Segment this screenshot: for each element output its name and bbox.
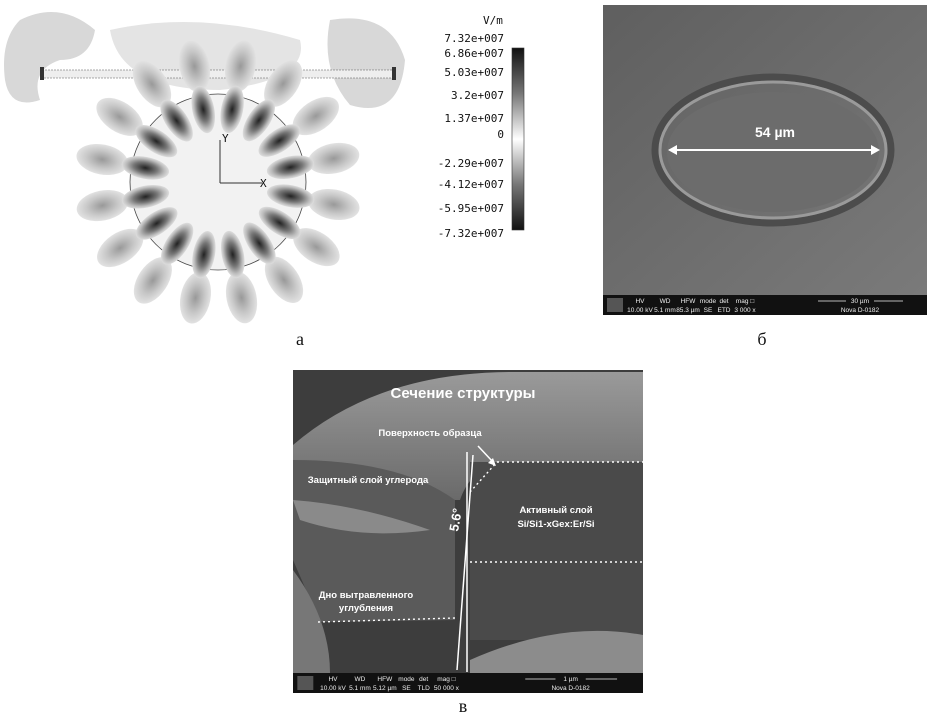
info-header: mode	[398, 676, 415, 683]
label: Защитный слой углерода	[308, 475, 429, 486]
model: Nova D-0182	[841, 307, 880, 314]
label: Si/Si1-xGex:Er/Si	[517, 519, 594, 530]
caption: б	[757, 329, 766, 349]
label: Активный слой	[519, 505, 592, 516]
colorbar-label: -2.29e+007	[438, 157, 504, 170]
info-value: 10.00 kV	[627, 307, 653, 314]
info-value: SE	[402, 685, 411, 692]
info-header: det	[419, 676, 428, 683]
outer-lobe	[176, 269, 215, 326]
figure: Y X V/m 7.32e+007 6.86e+007 5.03e+007 3.2e+…	[0, 0, 928, 718]
info-value: 3 000 x	[734, 307, 756, 314]
colorbar	[512, 48, 524, 230]
colorbar-label: 6.86e+007	[444, 47, 504, 60]
axis-label: X	[260, 177, 267, 190]
info-header: HV	[328, 676, 338, 683]
info-value: 10.00 kV	[320, 685, 346, 692]
info-header: mode	[700, 298, 717, 305]
label: Поверхность образца	[378, 428, 482, 439]
model: Nova D-0182	[551, 685, 590, 692]
outer-lobe	[74, 140, 131, 179]
outer-lobe	[222, 269, 262, 326]
info-value: 5.1 mm	[654, 307, 676, 314]
info-header: mag □	[437, 676, 455, 683]
field-plot: Y X	[4, 12, 405, 326]
outer-lobe	[305, 139, 362, 179]
colorbar-label: -5.95e+007	[438, 202, 504, 215]
title: Сечение структуры	[391, 385, 536, 402]
colorbar-label: 1.37e+007	[444, 112, 504, 125]
logo	[607, 298, 623, 312]
dimension: 54 µm	[755, 124, 795, 140]
info-value: TLD	[418, 685, 431, 692]
info-header: det	[719, 298, 728, 305]
unit: V/m	[483, 14, 503, 27]
scale-label: 1 µm	[563, 676, 578, 683]
label: углубления	[339, 603, 393, 614]
info-value: 50 000 x	[434, 685, 460, 692]
colorbar-label: 7.32e+007	[444, 32, 504, 45]
outer-lobe	[305, 185, 362, 224]
info-header: mag □	[736, 298, 754, 305]
info-value: 85.3 µm	[676, 307, 700, 314]
info-header: WD	[355, 676, 366, 683]
colorbar-labels: 7.32e+007 6.86e+007 5.03e+007 3.2e+007 1.37e…	[438, 32, 504, 240]
axis-label: Y	[222, 132, 229, 145]
info-header: HFW	[681, 298, 697, 305]
logo	[297, 676, 313, 690]
info-header: HV	[635, 298, 645, 305]
scale-label: 30 µm	[851, 298, 869, 305]
label: Дно вытравленного	[319, 590, 414, 601]
colorbar-label: 5.03e+007	[444, 66, 504, 79]
colorbar-label: 3.2e+007	[451, 89, 504, 102]
colorbar-label: 0	[497, 128, 504, 141]
info-header: HFW	[377, 676, 393, 683]
info-header: WD	[660, 298, 671, 305]
caption: в	[459, 696, 468, 716]
info-value: 5.12 µm	[373, 685, 397, 692]
colorbar-label: -7.32e+007	[438, 227, 504, 240]
info-value: 5.1 mm	[349, 685, 371, 692]
outer-lobe	[74, 186, 131, 226]
colorbar-label: -4.12e+007	[438, 178, 504, 191]
info-value: SE	[704, 307, 713, 314]
caption: а	[296, 329, 304, 349]
info-value: ETD	[718, 307, 731, 314]
